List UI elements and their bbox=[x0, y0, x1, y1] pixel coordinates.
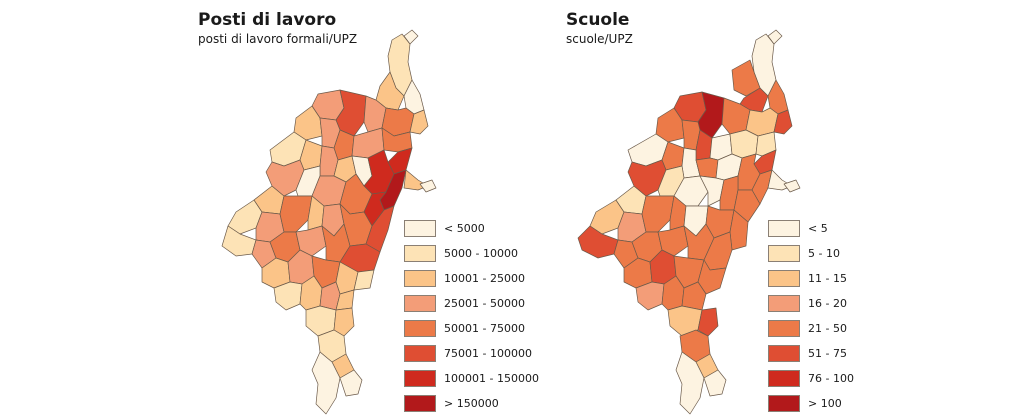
legend-swatch bbox=[768, 220, 800, 237]
legend-label: 16 - 20 bbox=[808, 297, 847, 310]
map-region bbox=[783, 179, 801, 193]
map-region bbox=[703, 369, 727, 397]
map-region bbox=[279, 195, 313, 233]
map-panel-schools: Scuole scuole/UPZ < 5 5 - 10 11 - 15 16 … bbox=[520, 0, 1024, 417]
map-region bbox=[773, 109, 793, 135]
legend-label: 25001 - 50000 bbox=[444, 297, 525, 310]
legend-swatch bbox=[768, 395, 800, 412]
legend-swatch bbox=[768, 345, 800, 362]
map-region bbox=[751, 169, 773, 205]
legend-label: 11 - 15 bbox=[808, 272, 847, 285]
legend-label: > 100 bbox=[808, 397, 842, 410]
legend-swatch bbox=[768, 245, 800, 262]
map-title: Posti di lavoro bbox=[198, 10, 337, 30]
legend-label: 21 - 50 bbox=[808, 322, 847, 335]
legend-label: 50001 - 75000 bbox=[444, 322, 525, 335]
map-region bbox=[635, 281, 665, 311]
legend-swatch bbox=[404, 295, 436, 312]
legend-label: 51 - 75 bbox=[808, 347, 847, 360]
legend-label: < 5 bbox=[808, 222, 828, 235]
legend-swatch bbox=[404, 370, 436, 387]
map-region bbox=[419, 179, 437, 193]
legend-label: 75001 - 100000 bbox=[444, 347, 532, 360]
map-title: Scuole bbox=[566, 10, 630, 30]
choropleth-map-schools bbox=[577, 29, 801, 415]
map-region bbox=[409, 109, 429, 135]
legend-label: < 5000 bbox=[444, 222, 485, 235]
map-region bbox=[729, 209, 749, 251]
legend-label: 76 - 100 bbox=[808, 372, 854, 385]
legend-label: 5000 - 10000 bbox=[444, 247, 518, 260]
legend-label: 5 - 10 bbox=[808, 247, 840, 260]
legend-swatch bbox=[404, 220, 436, 237]
map-region bbox=[311, 351, 341, 415]
map-region bbox=[353, 269, 375, 291]
legend-swatch bbox=[768, 270, 800, 287]
legend-swatch bbox=[768, 295, 800, 312]
map-region bbox=[729, 129, 759, 159]
map-subtitle: scuole/UPZ bbox=[566, 32, 633, 46]
legend-swatch bbox=[404, 395, 436, 412]
map-region bbox=[675, 351, 705, 415]
map-region bbox=[273, 281, 303, 311]
legend-swatch bbox=[404, 345, 436, 362]
map-region bbox=[733, 189, 761, 223]
map-region bbox=[403, 29, 419, 45]
map-region bbox=[681, 281, 707, 311]
legend-swatch bbox=[404, 270, 436, 287]
legend-label: 10001 - 25000 bbox=[444, 272, 525, 285]
map-region bbox=[339, 369, 363, 397]
legend-swatch bbox=[404, 245, 436, 262]
legend-swatch bbox=[768, 370, 800, 387]
map-subtitle: posti di lavoro formali/UPZ bbox=[198, 32, 358, 46]
legend-label: > 150000 bbox=[444, 397, 499, 410]
map-region bbox=[641, 195, 675, 233]
legend-swatch bbox=[404, 320, 436, 337]
map-region bbox=[745, 107, 779, 137]
choropleth-map-jobs bbox=[221, 29, 437, 415]
legend-label: 100001 - 150000 bbox=[444, 372, 539, 385]
map-region bbox=[767, 29, 783, 45]
map-panel-jobs: Posti di lavoro posti di lavoro formali/… bbox=[198, 10, 539, 415]
legend-swatch bbox=[768, 320, 800, 337]
